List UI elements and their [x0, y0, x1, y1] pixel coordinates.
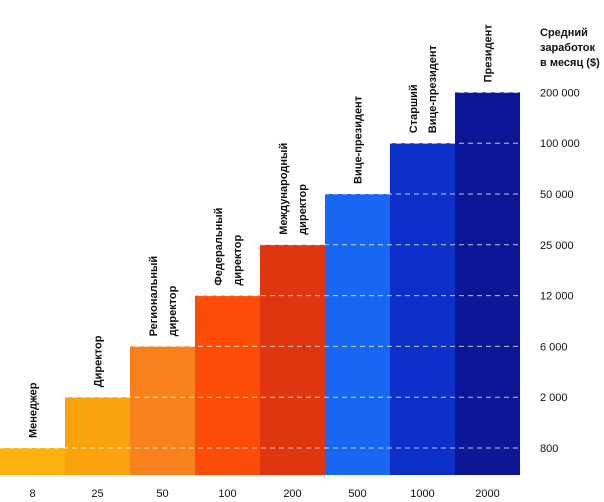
bar-label: Федеральный — [213, 208, 225, 286]
y-tick-label: 6 000 — [540, 341, 568, 353]
bar — [130, 346, 195, 475]
x-tick-label: 1000 — [410, 488, 434, 500]
bar-label: Директор — [93, 335, 105, 387]
bar — [260, 244, 325, 475]
x-tick-label: 200 — [283, 488, 301, 500]
y-axis-title: Средний заработок в месяц ($) — [540, 27, 600, 69]
bar — [455, 92, 520, 476]
bar-label: Менеджер — [28, 382, 40, 438]
bars-group — [0, 92, 520, 476]
bar — [195, 295, 260, 475]
bar-label: Региональный — [148, 256, 160, 337]
bar — [65, 397, 130, 475]
y-axis-ticks: 800 2 000 6 000 12 000 25 000 50 000 100 000 20… — [540, 87, 580, 455]
y-tick-label: 50 000 — [540, 189, 574, 201]
bar-label: директор — [297, 184, 309, 235]
bar-label: директор — [232, 235, 244, 286]
bar-label: Президент — [483, 24, 495, 83]
x-tick-label: 50 — [156, 488, 168, 500]
y-tick-label: 200 000 — [540, 87, 580, 99]
y-tick-label: 2 000 — [540, 392, 568, 404]
bar-label: Вице-президент — [427, 44, 439, 133]
bar — [390, 143, 455, 475]
x-tick-label: 2000 — [475, 488, 499, 500]
bar — [0, 448, 65, 475]
bar-labels-group: Менеджер Директор Региональный директор Феде… — [28, 24, 495, 438]
y-axis-title-line: в месяц ($) — [540, 57, 600, 69]
bar-label: Вице-президент — [353, 95, 365, 184]
y-tick-label: 800 — [540, 443, 558, 455]
bar-label: директор — [167, 285, 179, 336]
bar-label: Международный — [278, 143, 290, 235]
x-tick-label: 500 — [348, 488, 366, 500]
y-axis-title-line: Средний — [540, 27, 588, 39]
bar — [325, 194, 390, 475]
x-tick-label: 100 — [218, 488, 236, 500]
y-tick-label: 25 000 — [540, 240, 574, 252]
x-tick-label: 25 — [91, 488, 103, 500]
y-tick-label: 12 000 — [540, 291, 574, 303]
x-axis-ticks: 8 25 50 100 200 500 1000 2000 — [29, 488, 499, 500]
y-axis-title-line: заработок — [540, 42, 595, 54]
bar-label: Старший — [408, 84, 420, 133]
x-tick-label: 8 — [29, 488, 35, 500]
gridlines — [0, 91, 520, 449]
y-tick-label: 100 000 — [540, 138, 580, 150]
